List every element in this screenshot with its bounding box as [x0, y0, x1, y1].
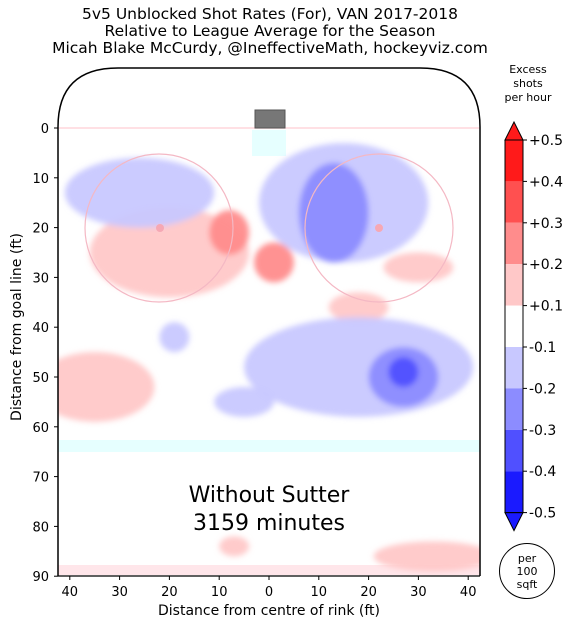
- colorbar-label-1: Excess: [509, 63, 547, 76]
- y-axis-label: Distance from goal line (ft): [9, 233, 25, 421]
- x-tick-label-6: 20: [360, 585, 377, 600]
- faceoff-circle-right: [304, 153, 454, 303]
- colorbar-segment-4: [505, 305, 523, 347]
- heat-region-0: [89, 207, 250, 298]
- x-tick-label-0: 40: [62, 585, 79, 600]
- heat-region-2: [254, 242, 294, 283]
- colorbar-tick-label-4: +0.1: [529, 299, 563, 315]
- colorbar-tick-label-1: +0.4: [529, 174, 563, 190]
- chart-title: 5v5 Unblocked Shot Rates (For), VAN 2017…: [82, 5, 458, 23]
- colorbar-segment-3: [505, 264, 523, 306]
- x-axis-ticks: 40 30 20 10 0 10 20 30 40: [62, 576, 477, 600]
- heat-region-13: [388, 357, 419, 387]
- colorbar: +0.5 +0.4 +0.3 +0.2 +0.1 -0.1 -0.2 -0.3 -0.4 -0.5: [504, 120, 563, 532]
- y-tick-label-9: 90: [32, 570, 49, 585]
- chart-credit: Micah Blake McCurdy, @IneffectiveMath, h…: [52, 39, 488, 57]
- colorbar-tick-label-0: +0.5: [529, 133, 563, 149]
- colorbar-tick-label-7: -0.3: [529, 423, 556, 439]
- chart-subtitle: Relative to League Average for the Seaso…: [104, 22, 436, 40]
- colorbar-tick-label-3: +0.2: [529, 257, 563, 273]
- heat-region-4: [383, 252, 454, 283]
- faceoff-circle-left: [84, 153, 234, 303]
- y-tick-label-7: 70: [32, 471, 49, 486]
- heat-region-5: [328, 292, 389, 323]
- colorbar-bottom-arrow: [504, 512, 524, 532]
- x-axis-label: Distance from centre of rink (ft): [158, 603, 380, 619]
- colorbar-segment-8: [505, 471, 523, 513]
- colorbar-tick-label-5: -0.1: [529, 340, 556, 356]
- heat-region-1: [209, 210, 250, 255]
- colorbar-tick-label-6: -0.2: [529, 381, 556, 397]
- faceoff-dot-left: [156, 224, 164, 232]
- colorbar-tick-label-8: -0.4: [529, 464, 556, 480]
- rink-surface: [58, 68, 480, 576]
- x-tick-label-5: 10: [311, 585, 328, 600]
- rink-boards: [57, 67, 481, 576]
- y-tick-label-6: 60: [32, 421, 49, 436]
- badge-line-1: per: [517, 551, 537, 565]
- y-tick-label-4: 40: [32, 321, 49, 336]
- heat-region-15: [214, 386, 274, 417]
- colorbar-segment-5: [505, 347, 523, 389]
- x-tick-label-7: 30: [410, 585, 427, 600]
- colorbar-tick-label-9: -0.5: [529, 506, 556, 522]
- badge-line-2: 100: [516, 564, 538, 578]
- per-area-badge: per 100 sqft: [499, 543, 555, 599]
- annotation-line-1: Without Sutter: [189, 483, 351, 508]
- heat-region-8: [64, 157, 215, 228]
- colorbar-segment-7: [505, 429, 523, 472]
- x-tick-label-8: 40: [460, 585, 477, 600]
- heat-region-6: [373, 541, 480, 572]
- blue-line: [58, 440, 480, 452]
- colorbar-segment-6: [505, 388, 523, 430]
- x-tick-label-2: 20: [161, 585, 178, 600]
- faceoff-dot-right: [375, 224, 383, 232]
- colorbar-top-arrow: [504, 120, 524, 141]
- badge-line-3: sqft: [516, 577, 538, 591]
- heat-regions: [58, 142, 480, 572]
- colorbar-label-2: shots: [513, 77, 543, 90]
- colorbar-frame: [504, 139, 524, 514]
- y-tick-label-2: 20: [32, 222, 49, 237]
- colorbar-segment-0: [505, 140, 523, 182]
- y-axis-ticks: 0 10 20 30 40 50 60 70 80 90: [32, 122, 58, 585]
- x-tick-label-4: 0: [265, 585, 273, 600]
- annotation-line-2: 3159 minutes: [193, 511, 345, 536]
- colorbar-segment-2: [505, 222, 523, 265]
- goal-net: [254, 109, 286, 129]
- colorbar-tick-label-2: +0.3: [529, 216, 563, 232]
- centre-line: [58, 565, 480, 575]
- goal-crease: [252, 130, 286, 156]
- colorbar-label-3: per hour: [504, 91, 552, 104]
- y-tick-label-3: 30: [32, 271, 49, 286]
- x-tick-label-3: 10: [211, 585, 228, 600]
- heat-region-14: [159, 322, 190, 353]
- heat-region-3: [58, 352, 155, 422]
- y-tick-label-8: 80: [32, 520, 49, 535]
- x-tick-label-1: 30: [111, 585, 128, 600]
- colorbar-segment-1: [505, 181, 523, 223]
- y-tick-label-5: 50: [32, 371, 49, 386]
- y-tick-label-1: 10: [32, 172, 49, 187]
- heat-region-10: [298, 162, 369, 263]
- heat-region-7: [219, 536, 250, 557]
- heat-region-11: [244, 317, 474, 417]
- y-tick-label-0: 0: [41, 122, 49, 137]
